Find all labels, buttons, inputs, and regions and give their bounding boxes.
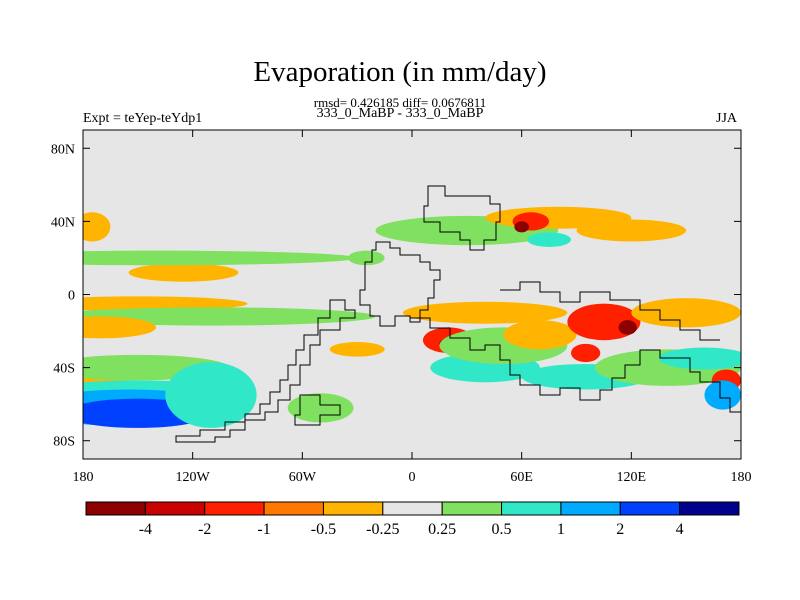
contour-region-5	[83, 316, 157, 339]
colorbar-box-1	[144, 501, 206, 516]
contour-region-19	[402, 301, 568, 324]
x-tick-label-3: 0	[409, 470, 416, 485]
contour-region-1	[128, 263, 239, 282]
coastline-antarctic-fragment	[294, 394, 341, 426]
contour-region-4	[83, 307, 376, 326]
rmsd-diff-stats: rmsd= 0.426185 diff= 0.0676811	[313, 95, 487, 110]
contour-region-18	[527, 232, 572, 247]
contour-region-11	[165, 362, 257, 428]
chart-title: Evaporation (in mm/day)	[253, 56, 547, 88]
colorbar-box-4	[322, 501, 384, 516]
contour-region-0	[83, 212, 111, 242]
colorbar-label-5: 0.25	[428, 521, 456, 538]
colorbar-label-2: -1	[257, 521, 270, 538]
contour-region-30	[631, 298, 741, 328]
y-tick-label-2: 0	[68, 289, 75, 304]
x-tick-label-4: 60E	[510, 470, 533, 485]
colorbar-box-8	[560, 501, 621, 516]
x-tick-label-1: 120W	[176, 470, 211, 485]
contour-region-17	[576, 219, 687, 242]
y-tick-label-1: 40N	[51, 215, 75, 230]
colorbar-box-3	[263, 501, 324, 516]
contour-region-34	[329, 342, 385, 357]
season-label: JJA	[716, 111, 738, 126]
contour-region-2	[83, 250, 358, 266]
x-tick-label-5: 120E	[617, 470, 647, 485]
contour-region-27	[571, 343, 601, 363]
colorbar-box-2	[204, 501, 265, 516]
y-axis: 80N 40N 0 40S 80S	[51, 142, 741, 450]
x-tick-label-2: 60W	[289, 470, 317, 485]
contour-region-24	[503, 320, 577, 350]
colorbar-label-9: 4	[676, 521, 684, 538]
coastline-asia-south	[500, 281, 720, 341]
colorbar-box-5	[382, 501, 443, 516]
colorbar-label-0: -4	[139, 521, 152, 538]
coastline-eurasia	[423, 185, 501, 251]
contour-region-12	[287, 393, 354, 423]
coastline-americas	[359, 241, 441, 327]
colorbar-label-6: 0.5	[492, 521, 512, 538]
x-tick-label-6: 180	[731, 470, 752, 485]
colorbar-label-1: -2	[198, 521, 211, 538]
y-tick-label-3: 40S	[53, 362, 75, 377]
contour-region-3	[83, 296, 248, 311]
colorbar-label-4: -0.25	[366, 521, 399, 538]
contour-regions	[83, 206, 741, 428]
experiment-label: Expt = teYep-teYdp1	[83, 111, 203, 126]
colorbar-box-7	[501, 501, 562, 516]
colorbar-label-7: 1	[557, 521, 565, 538]
coastline-africa	[410, 317, 741, 428]
colorbar-box-0	[85, 501, 146, 516]
colorbar-label-3: -0.5	[311, 521, 336, 538]
coastline-south-america	[175, 299, 356, 443]
contour-region-16	[514, 221, 529, 233]
colorbar-box-10	[679, 501, 740, 516]
chart-subtitle: 333_0_MaBP - 333_0_MaBP	[316, 106, 484, 121]
colorbar: -4 -2 -1 -0.5 -0.25 0.25 0.5 1 2 4	[85, 501, 740, 538]
colorbar-box-9	[619, 501, 681, 516]
contour-region-26	[618, 320, 637, 335]
x-tick-label-0: 180	[73, 470, 94, 485]
y-tick-label-4: 80S	[53, 435, 75, 450]
contour-region-33	[704, 380, 741, 410]
colorbar-box-6	[441, 501, 503, 516]
y-tick-label-0: 80N	[51, 142, 75, 157]
colorbar-label-8: 2	[616, 521, 624, 538]
contour-region-35	[348, 250, 385, 266]
contour-region-31	[658, 347, 741, 370]
coastlines	[175, 185, 741, 443]
x-axis: 180 120W 60W 0 60E 120E 180	[73, 130, 752, 485]
